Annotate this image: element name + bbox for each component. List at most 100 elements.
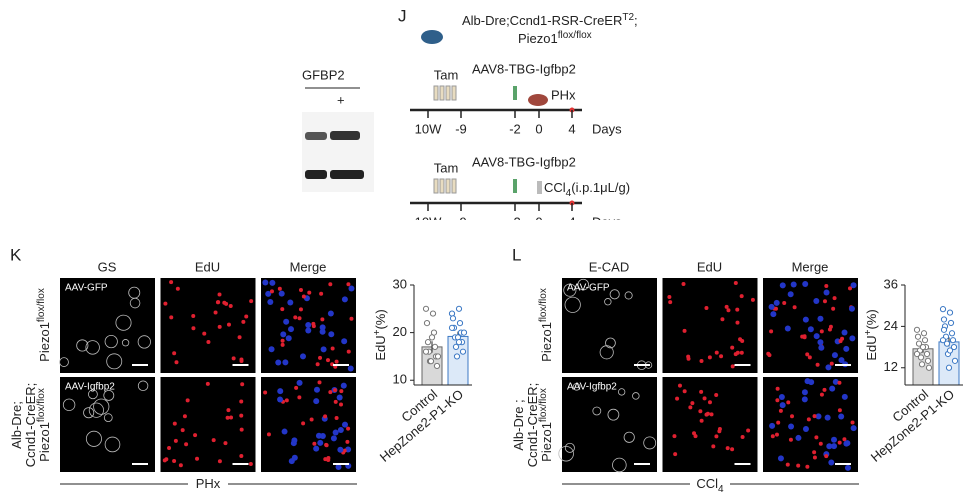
edu-dot xyxy=(750,297,755,302)
footer-label: PHx xyxy=(196,476,221,491)
tube-icon xyxy=(445,178,451,194)
edu-dot xyxy=(693,434,698,439)
nucleus xyxy=(305,327,312,334)
data-point xyxy=(913,350,921,358)
footer-bg xyxy=(188,476,228,492)
row-tag: AAV-Igfbp2 xyxy=(567,382,617,393)
y-axis-label: EdU+(%) xyxy=(863,309,880,360)
text-part: (%) xyxy=(373,309,388,329)
row-tag: AAV-Igfbp2 xyxy=(65,382,115,393)
texture xyxy=(604,298,612,306)
edu-dot xyxy=(822,299,827,304)
nucleus xyxy=(285,335,292,342)
tube-icon xyxy=(433,178,439,194)
edu-dot xyxy=(837,440,842,445)
nucleus xyxy=(347,365,354,372)
edu-dot xyxy=(675,396,680,401)
edu-dot xyxy=(668,300,673,305)
y-tick-label: 10 xyxy=(393,372,407,387)
micrograph xyxy=(662,377,758,472)
data-point xyxy=(920,330,928,337)
edu-dot xyxy=(699,418,704,423)
data-point xyxy=(948,330,956,337)
texture xyxy=(83,407,95,419)
edu-dot xyxy=(717,429,722,434)
nucleus xyxy=(850,282,857,289)
edu-dot xyxy=(167,445,172,450)
edu-dot xyxy=(216,300,221,305)
data-point xyxy=(940,316,948,323)
nucleus xyxy=(268,346,275,353)
text-part: 4 xyxy=(718,484,724,492)
edu-dot xyxy=(775,398,780,403)
nucleus xyxy=(795,434,802,441)
data-point xyxy=(915,340,923,347)
edu-dot xyxy=(720,317,725,322)
nucleus xyxy=(844,440,851,447)
edu-dot xyxy=(709,412,714,417)
texture xyxy=(572,382,581,391)
edu-dot xyxy=(790,414,795,419)
edu-dot xyxy=(812,450,817,455)
edu-dot xyxy=(681,282,686,287)
edu-dot xyxy=(263,390,268,395)
text-part: CCl xyxy=(696,476,718,491)
edu-dot xyxy=(269,289,274,294)
edu-dot xyxy=(317,380,322,385)
data-point xyxy=(424,339,432,346)
data-point xyxy=(939,306,947,313)
data-point xyxy=(921,337,929,344)
data-point xyxy=(947,319,955,327)
genotype: Alb-Dre;Ccnd1-RSR-CreERT2; xyxy=(462,12,638,29)
row-label: Piezo1flox/flox xyxy=(36,288,53,362)
edu-dot xyxy=(812,414,817,419)
edu-dot xyxy=(315,362,320,367)
edu-dot xyxy=(345,439,350,444)
edu-dot xyxy=(339,402,344,407)
edu-dot xyxy=(191,314,196,319)
edu-dot xyxy=(814,435,819,440)
edu-dot xyxy=(239,358,244,363)
nucleus xyxy=(313,445,320,452)
edu-dot xyxy=(172,458,177,463)
nucleus xyxy=(269,279,276,286)
row-label: Ccnd1-CreER; xyxy=(525,383,540,468)
text-part: Piezo1 xyxy=(539,422,554,462)
nucleus xyxy=(319,328,326,335)
edu-dot xyxy=(241,319,246,324)
edu-dot xyxy=(828,324,833,329)
texture xyxy=(623,431,635,443)
edu-dot xyxy=(677,383,682,388)
texture xyxy=(104,334,118,349)
edu-dot xyxy=(711,444,716,449)
edu-dot xyxy=(228,303,233,308)
nucleus xyxy=(824,414,831,421)
micrograph xyxy=(60,377,155,472)
nucleus xyxy=(802,280,809,287)
nucleus xyxy=(784,325,791,332)
text-part: Ccnd1-CreER; xyxy=(525,383,540,468)
data-point xyxy=(429,310,437,317)
panel-label: L xyxy=(512,245,521,264)
edu-dot xyxy=(202,331,207,336)
row-tag: AAV-GFP xyxy=(65,283,108,294)
data-point xyxy=(914,333,922,340)
nucleus xyxy=(341,421,348,428)
timeline-tick-label: 4 xyxy=(568,214,575,229)
text-part: flox/flox xyxy=(36,288,47,322)
nucleus xyxy=(287,299,294,306)
nucleus xyxy=(843,345,850,352)
edu-dot xyxy=(698,409,703,414)
edu-dot xyxy=(309,417,314,422)
nucleus xyxy=(813,297,820,304)
edu-dot xyxy=(195,456,200,461)
edu-dot xyxy=(822,387,827,392)
texture xyxy=(558,445,574,462)
text-part: EdU xyxy=(864,335,879,360)
nucleus xyxy=(327,310,334,317)
texture xyxy=(563,283,577,297)
nucleus xyxy=(281,428,288,435)
nucleus xyxy=(828,459,835,466)
edu-dot xyxy=(792,305,797,310)
edu-dot xyxy=(740,435,745,440)
